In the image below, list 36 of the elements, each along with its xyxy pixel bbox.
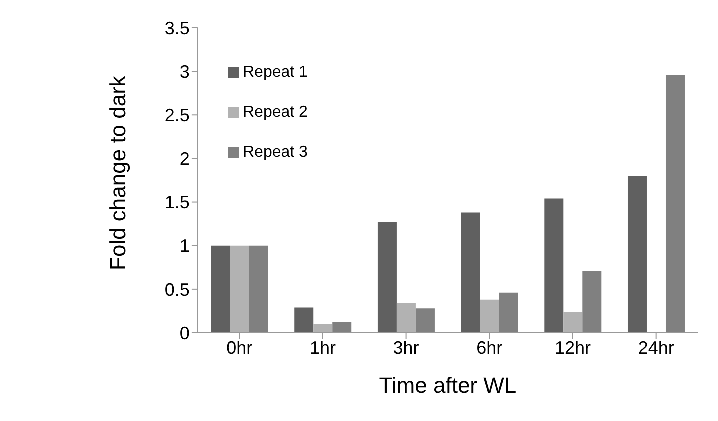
y-tick-label: 2 xyxy=(180,149,190,170)
bar xyxy=(230,246,250,333)
x-tick-label: 1hr xyxy=(310,338,336,358)
y-tick-label: 1 xyxy=(180,236,190,256)
x-tick-label: 24hr xyxy=(638,338,674,358)
bar xyxy=(628,176,647,333)
legend-label: Repeat 2 xyxy=(243,104,308,121)
y-axis-title: Fold change to dark xyxy=(106,75,131,270)
x-tick-label: 12hr xyxy=(554,338,591,358)
y-tick-label: 3 xyxy=(180,62,190,82)
bar xyxy=(249,246,268,333)
x-tick-label: 3hr xyxy=(393,338,420,358)
bar xyxy=(294,308,314,333)
bar xyxy=(564,312,583,333)
y-tick-label: 3.5 xyxy=(164,18,190,38)
bar xyxy=(544,198,564,333)
y-tick-label: 0.5 xyxy=(164,280,190,300)
bar xyxy=(461,212,480,333)
legend-label: Repeat 1 xyxy=(243,64,308,81)
bar xyxy=(314,324,333,333)
y-tick-label: 0 xyxy=(180,323,190,344)
legend-label: Repeat 3 xyxy=(243,144,308,161)
bar xyxy=(378,222,397,333)
y-tick-label: 2.5 xyxy=(164,106,190,126)
bar xyxy=(396,303,416,333)
bar xyxy=(499,292,518,333)
bar xyxy=(211,246,230,333)
bar xyxy=(666,75,685,333)
bar xyxy=(582,271,602,333)
y-tick-label: 1.5 xyxy=(164,192,190,213)
x-axis-title: Time after WL xyxy=(379,373,517,398)
bar xyxy=(416,308,435,333)
bar xyxy=(332,322,352,333)
x-tick-label: 0hr xyxy=(226,338,253,358)
bar xyxy=(480,300,500,333)
x-tick-label: 6hr xyxy=(476,338,503,358)
